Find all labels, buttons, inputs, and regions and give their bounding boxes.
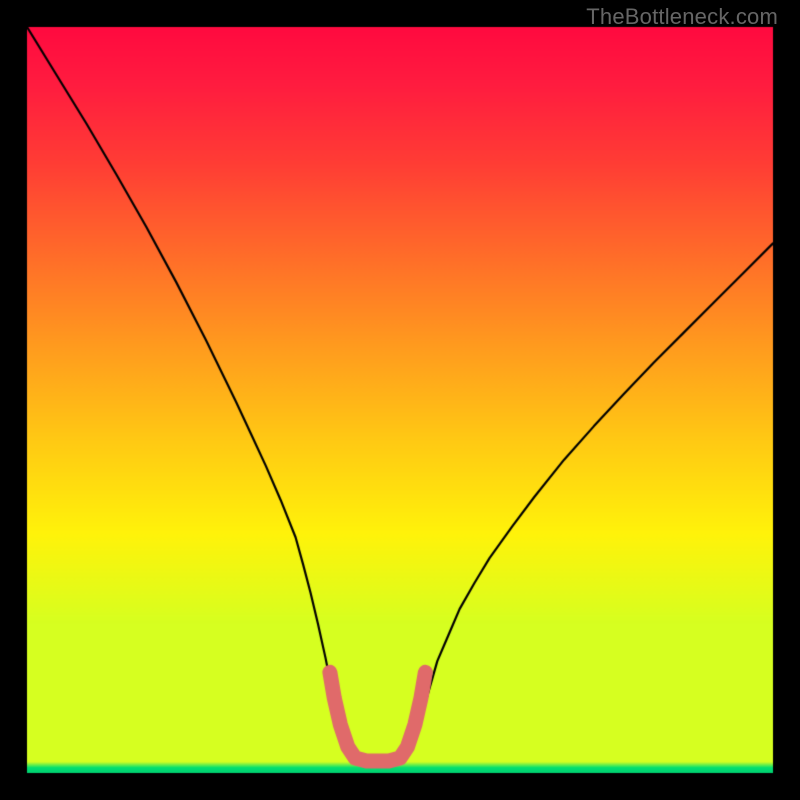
bottleneck-chart bbox=[0, 0, 800, 800]
